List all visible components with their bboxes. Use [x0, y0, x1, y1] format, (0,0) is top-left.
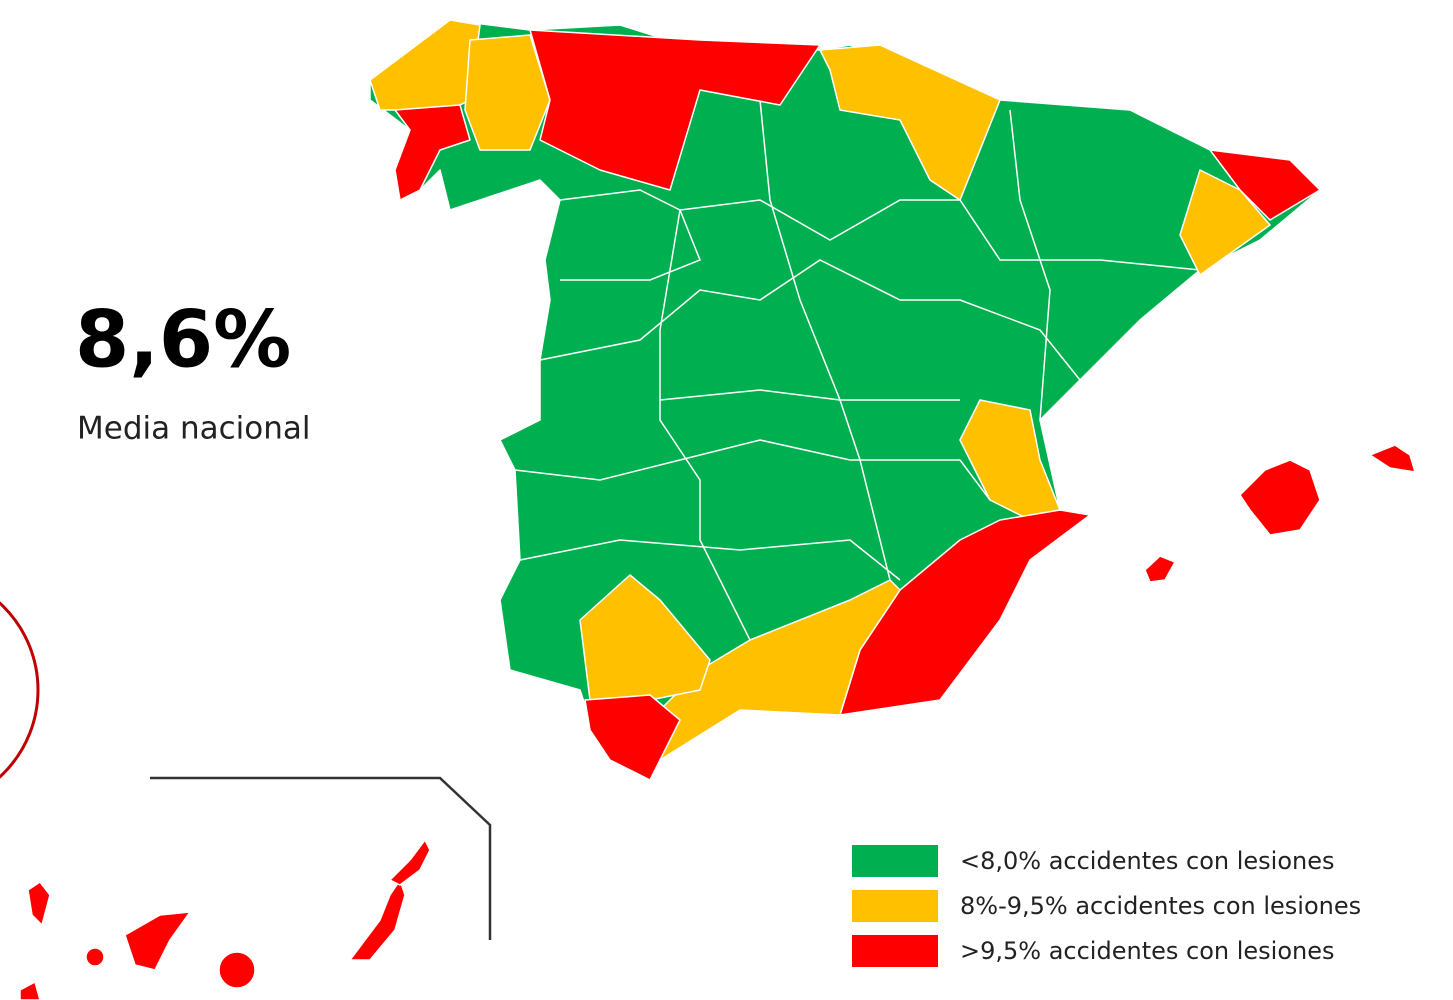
region	[394, 104, 471, 201]
island	[85, 947, 105, 967]
island	[389, 839, 431, 886]
legend-label: 8%-9,5% accidentes con lesiones	[960, 892, 1361, 920]
legend-swatch	[852, 935, 938, 967]
region	[819, 44, 1001, 201]
legend: <8,0% accidentes con lesiones 8%-9,5% acc…	[852, 845, 1361, 967]
border	[659, 209, 751, 641]
island	[349, 879, 406, 961]
region	[1209, 149, 1321, 221]
border	[659, 389, 960, 401]
legend-swatch	[852, 890, 938, 922]
region	[584, 694, 681, 781]
mainland	[369, 19, 1321, 781]
islands	[19, 444, 1416, 1000]
border	[1009, 109, 1051, 421]
border	[559, 189, 701, 281]
cropped-circle	[0, 601, 40, 779]
island	[218, 951, 256, 989]
headline-label: Media nacional	[77, 411, 310, 447]
region	[369, 19, 481, 111]
island	[124, 911, 191, 971]
region	[839, 509, 1091, 716]
region	[1179, 169, 1271, 276]
island	[1369, 444, 1416, 473]
island	[1144, 555, 1176, 583]
legend-label: <8,0% accidentes con lesiones	[960, 847, 1334, 875]
inset-frame	[150, 776, 492, 940]
island	[19, 981, 41, 1000]
headline-value: 8,6%	[75, 295, 291, 385]
border	[759, 99, 891, 581]
border	[539, 259, 1081, 381]
region	[464, 34, 551, 151]
legend-label: >9,5% accidentes con lesiones	[960, 937, 1334, 965]
legend-swatch	[852, 845, 938, 877]
border	[519, 539, 901, 581]
island	[1239, 459, 1321, 536]
region	[529, 29, 821, 191]
island	[27, 881, 51, 926]
border	[514, 439, 991, 501]
